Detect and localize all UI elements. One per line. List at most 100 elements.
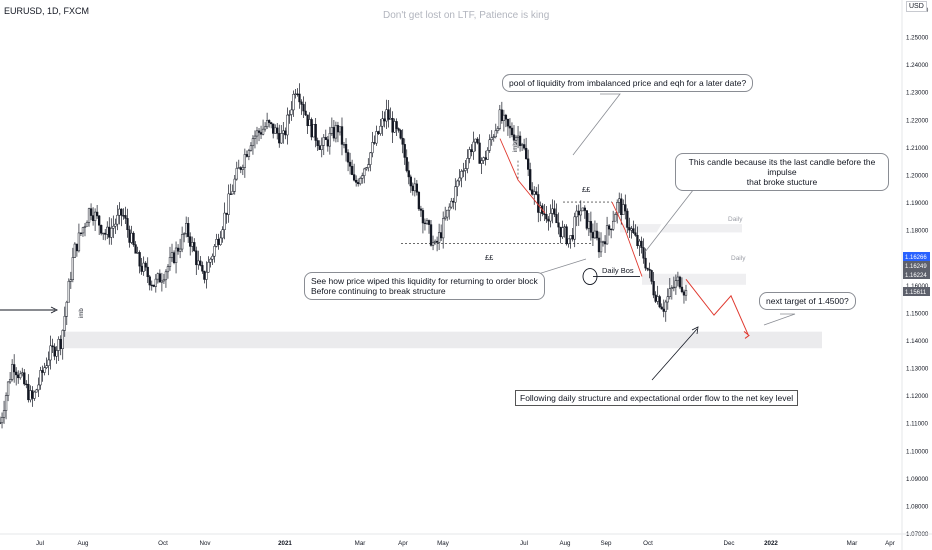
- time-tick-label: Oct: [158, 540, 168, 547]
- candle-body: [286, 114, 289, 136]
- candle-body: [413, 183, 416, 191]
- daily-zone-2: [642, 273, 746, 285]
- candle-body: [174, 247, 178, 263]
- candle-body: [296, 93, 299, 95]
- candle-body: [363, 168, 366, 176]
- candle-body: [488, 139, 491, 151]
- candle-body: [561, 227, 564, 238]
- liquidity-pool-note[interactable]: pool of liquidity from imbalanced price …: [502, 74, 754, 92]
- imb-label-2: imb: [79, 308, 85, 318]
- candle-body: [308, 119, 311, 127]
- daily-zone-label-2: Daily: [731, 255, 746, 262]
- candle-body: [579, 210, 582, 216]
- candle-body: [531, 189, 534, 195]
- candle-body: [612, 220, 615, 230]
- candle-body: [178, 248, 182, 252]
- candle-body: [65, 301, 68, 317]
- candle-body: [393, 121, 396, 133]
- projection-layer: [499, 138, 750, 339]
- candle-body: [674, 280, 678, 288]
- candles-layer: [0, 83, 688, 429]
- candle-body: [486, 150, 489, 160]
- candle-body: [618, 198, 621, 203]
- candle-body: [421, 210, 425, 224]
- time-axis[interactable]: Jul Aug Oct Nov 2021 Mar Apr May Jul Aug Sep Oct Dec…: [0, 533, 932, 547]
- candle-body: [257, 130, 261, 133]
- candle-body: [156, 273, 159, 280]
- candle-body: [543, 213, 546, 215]
- candle-body: [221, 229, 224, 239]
- candle-body: [498, 109, 501, 129]
- candle-body: [270, 122, 273, 125]
- candle-body: [559, 226, 562, 238]
- candle-body: [170, 252, 174, 258]
- candle-body: [670, 287, 673, 289]
- candle-body: [83, 225, 87, 228]
- price-label-text: 1.16249: [905, 264, 927, 270]
- imb-label-1: imb: [513, 142, 519, 152]
- candle-body: [448, 206, 451, 211]
- candle-body: [672, 286, 676, 289]
- candle-body: [89, 208, 93, 216]
- candle-body: [425, 220, 429, 224]
- candle-body: [334, 125, 338, 139]
- candle-body: [225, 212, 228, 215]
- candle-body: [112, 225, 115, 229]
- next-target-text: next target of 1.4500?: [766, 296, 849, 306]
- candle-body: [620, 198, 623, 216]
- candle-body: [391, 117, 394, 133]
- candle-body: [77, 232, 81, 252]
- order-flow-note[interactable]: Following daily structure and expectatio…: [515, 390, 799, 406]
- price-labels: 1.16266 1.16249 1.16224 1.15611: [903, 252, 930, 296]
- candle-body: [4, 395, 8, 411]
- projection-path: [685, 278, 749, 335]
- candle-body: [346, 152, 350, 163]
- candle-body: [61, 330, 64, 349]
- candle-body: [104, 232, 107, 235]
- candle-body: [492, 136, 495, 138]
- candle-body: [39, 370, 42, 386]
- zones-layer: [62, 224, 822, 349]
- candle-body: [124, 215, 127, 219]
- candle-body: [332, 127, 336, 139]
- candle-body: [350, 166, 354, 175]
- candle-body: [407, 170, 410, 178]
- candle-body: [478, 142, 481, 164]
- candle-body: [140, 265, 143, 272]
- candle-body: [589, 221, 593, 233]
- candle-body: [304, 110, 307, 116]
- candle-body: [417, 191, 421, 210]
- candle-body: [314, 123, 317, 141]
- candle-body: [379, 125, 382, 134]
- candle-body: [278, 133, 281, 144]
- time-tick-label: Mar: [355, 540, 366, 547]
- price-tick-label: 1.16000: [906, 283, 929, 290]
- candle-body: [239, 167, 242, 170]
- candle-body: [116, 214, 119, 225]
- wiped-liquidity-note[interactable]: See how price wiped this liquidity for r…: [304, 272, 545, 300]
- candle-body: [98, 215, 101, 226]
- daily-bos-label: Daily Bos: [602, 266, 634, 275]
- candle-body: [272, 123, 275, 134]
- candle-body: [43, 367, 46, 373]
- candle-body: [636, 235, 639, 247]
- candle-body: [482, 157, 485, 161]
- candle-body: [150, 284, 153, 287]
- candle-body: [276, 127, 279, 134]
- symbol-title: EURUSD, 1D, FXCM: [4, 6, 90, 16]
- candle-body: [207, 261, 210, 273]
- price-tick-label: 1.25000: [906, 35, 929, 42]
- next-target-note[interactable]: next target of 1.4500?: [759, 292, 856, 310]
- candle-body: [93, 211, 97, 221]
- candle-body: [359, 178, 362, 185]
- price-tick-label: 1.21000: [906, 145, 929, 152]
- candle-body: [369, 152, 372, 165]
- candle-body: [480, 160, 483, 164]
- impulse-candle-note[interactable]: This candle because its the last candle …: [675, 153, 889, 191]
- candle-body: [348, 161, 352, 167]
- candle-body: [189, 236, 192, 247]
- order-flow-arrowhead: [691, 326, 699, 335]
- currency-badge[interactable]: USD: [906, 1, 927, 12]
- price-tick-label: 1.13000: [906, 366, 929, 373]
